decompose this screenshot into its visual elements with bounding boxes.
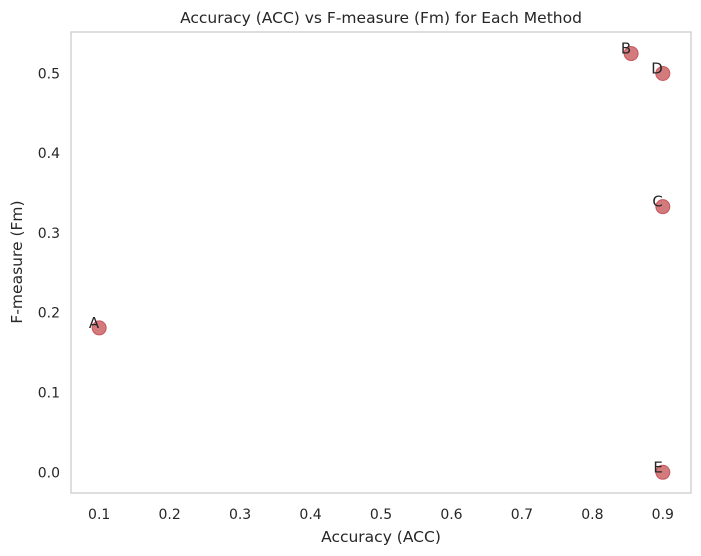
x-tick-label: 0.8 (581, 507, 603, 523)
y-axis-ticks: 0.0 0.1 0.2 0.3 0.4 0.5 (38, 66, 60, 481)
x-tick-label: 0.7 (511, 507, 533, 523)
x-tick-label: 0.2 (159, 507, 181, 523)
data-point-d (655, 65, 671, 81)
y-tick-label: 0.3 (38, 226, 60, 242)
data-points (91, 46, 671, 480)
data-point-label-d: D (651, 59, 663, 77)
y-tick-label: 0.0 (38, 465, 60, 481)
data-point-label-c: C (652, 193, 662, 211)
y-tick-label: 0.2 (38, 306, 60, 322)
data-point-label-a: A (89, 314, 100, 332)
x-tick-label: 0.9 (652, 507, 674, 523)
data-point-c (655, 199, 671, 215)
data-point-label-b: B (621, 40, 631, 58)
data-point-e (655, 464, 671, 480)
y-tick-label: 0.4 (38, 146, 60, 162)
data-point-a (91, 320, 107, 336)
y-tick-label: 0.5 (38, 66, 60, 82)
y-axis-label: F-measure (Fm) (8, 200, 26, 323)
x-tick-label: 0.5 (370, 507, 392, 523)
chart-title: Accuracy (ACC) vs F-measure (Fm) for Eac… (180, 9, 582, 27)
data-point-label-e: E (653, 458, 662, 476)
x-axis-ticks: 0.1 0.2 0.3 0.4 0.5 0.6 0.7 0.8 0.9 (88, 507, 674, 523)
x-axis-label: Accuracy (ACC) (321, 528, 441, 546)
x-tick-label: 0.4 (299, 507, 321, 523)
x-tick-label: 0.3 (229, 507, 251, 523)
x-tick-label: 0.1 (88, 507, 110, 523)
plot-area (70, 31, 692, 494)
y-tick-label: 0.1 (38, 386, 60, 402)
x-tick-label: 0.6 (440, 507, 462, 523)
data-point-b (623, 46, 639, 62)
data-point-labels: A B C D E (89, 40, 663, 477)
